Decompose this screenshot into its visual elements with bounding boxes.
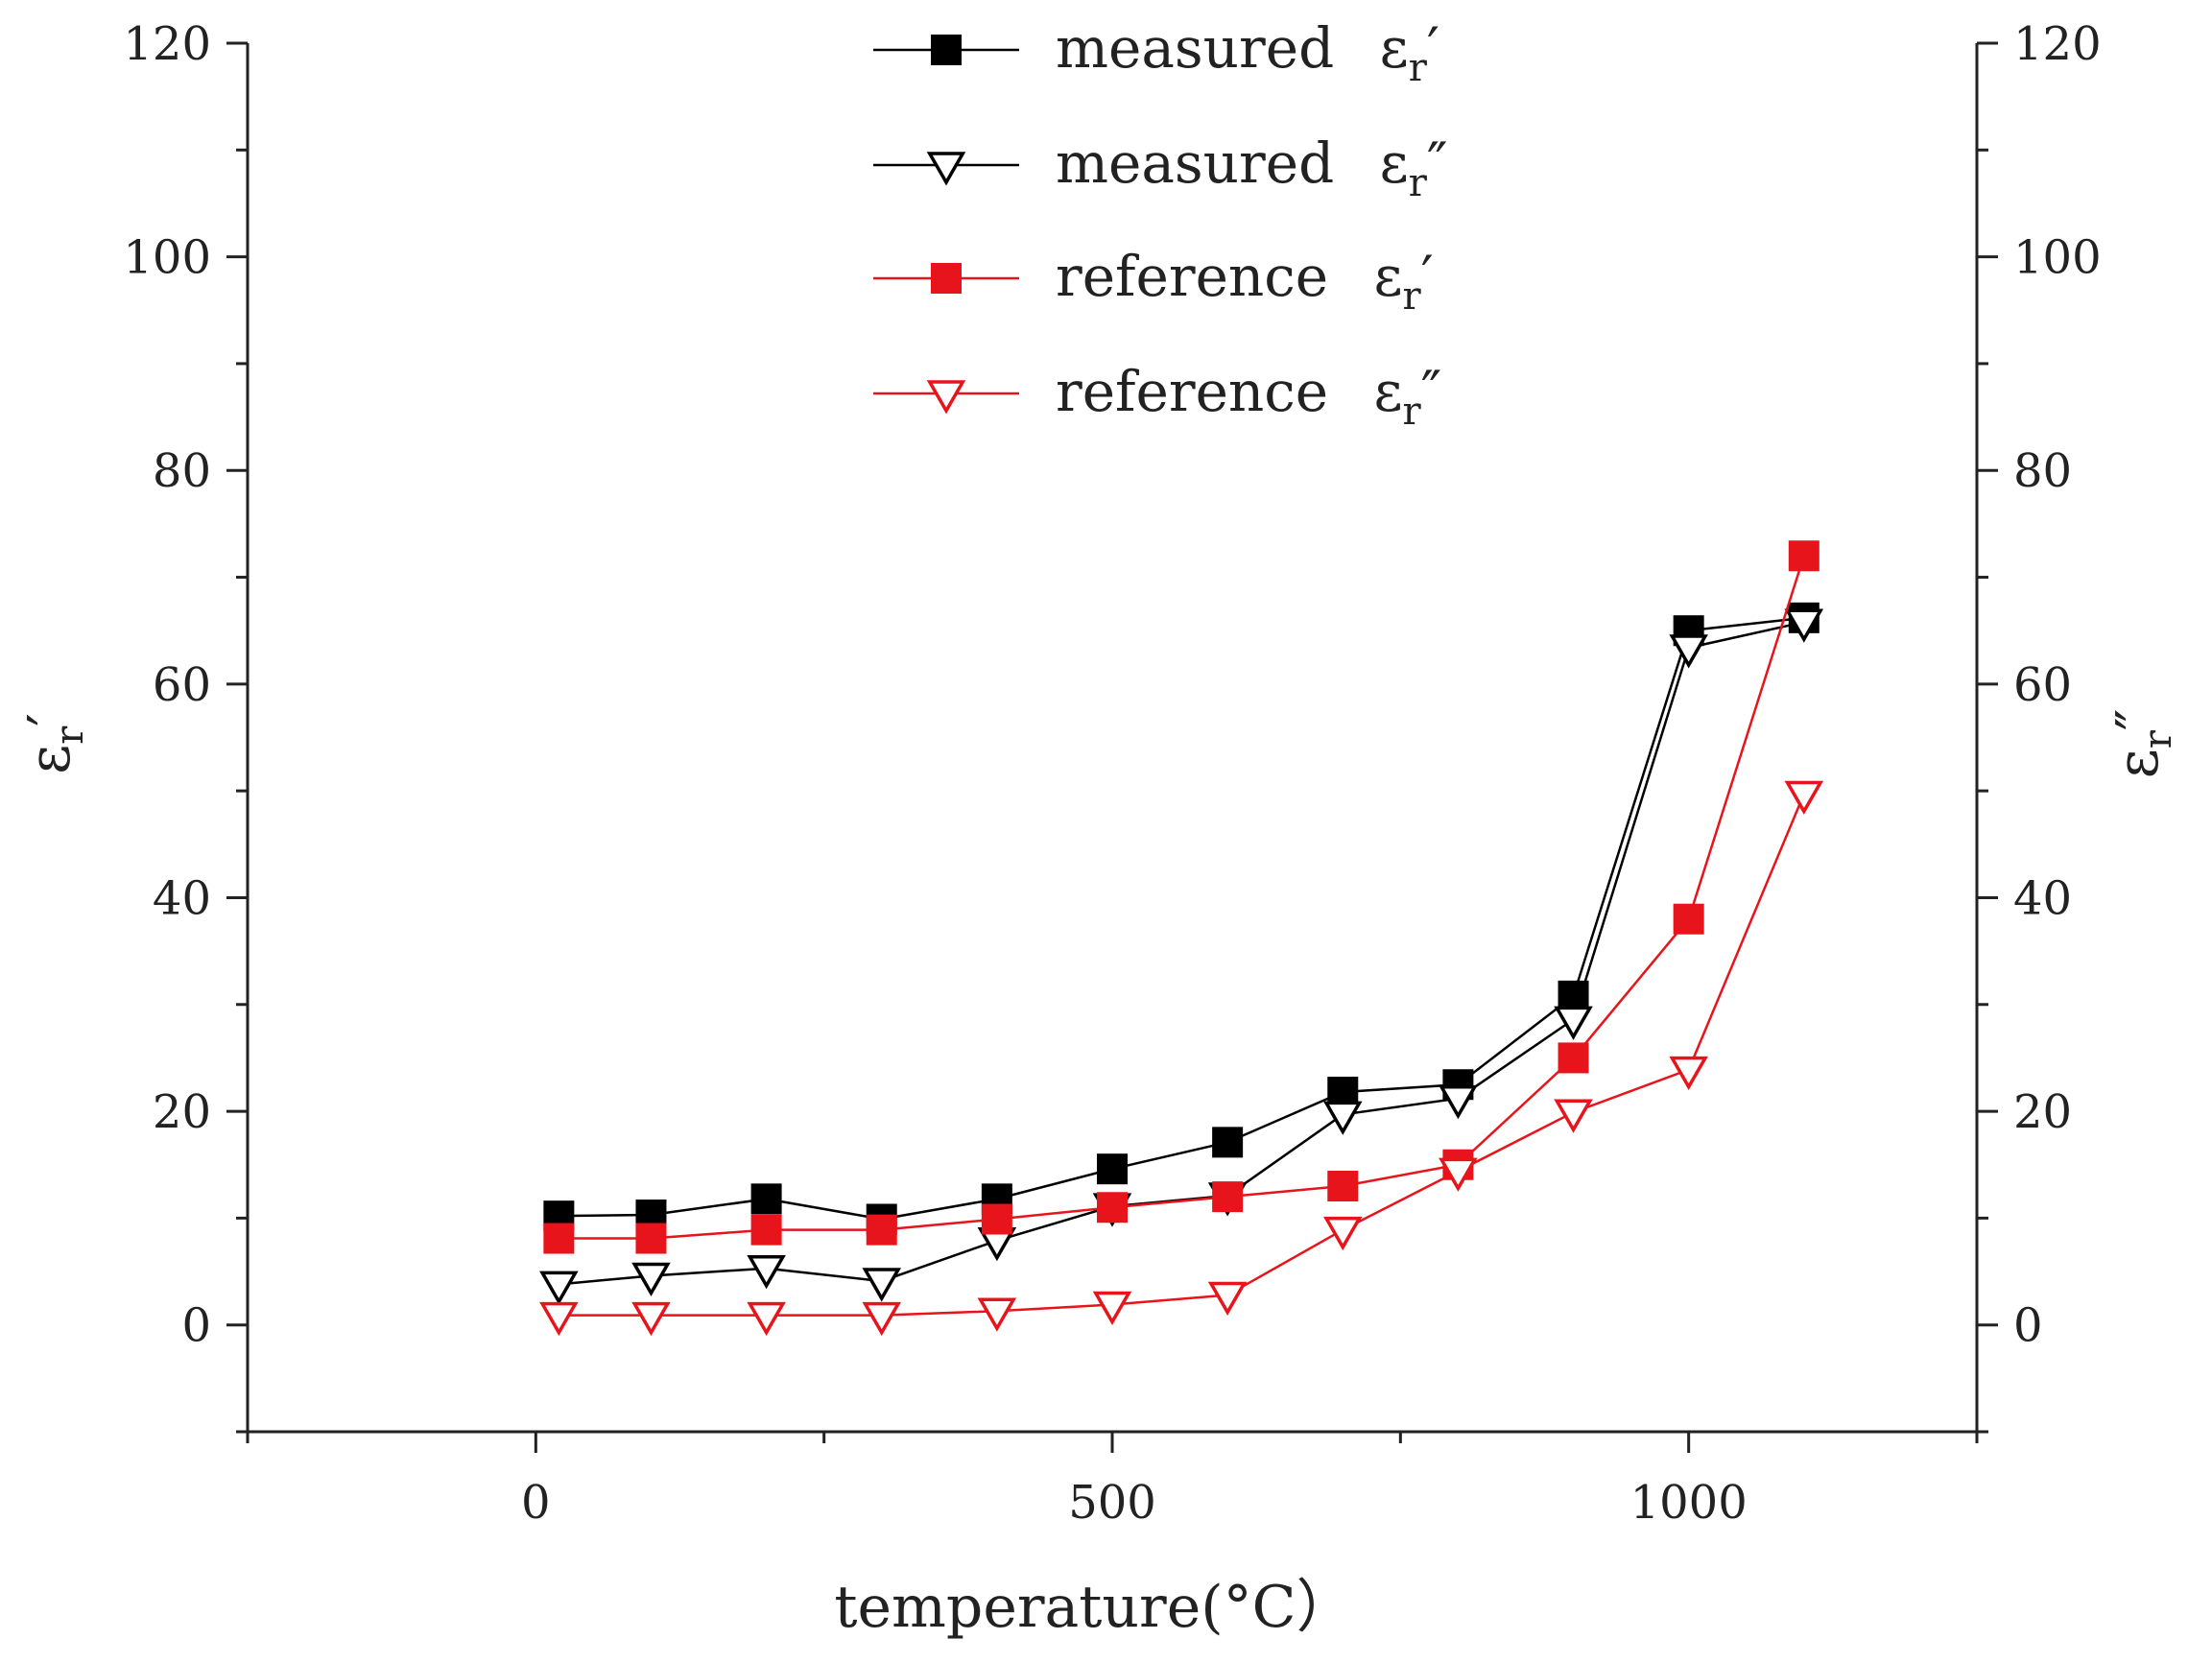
data-point — [1097, 1153, 1128, 1185]
data-point — [1212, 1127, 1244, 1158]
series-reference-imag — [539, 780, 1824, 1337]
legend-marker — [926, 380, 966, 415]
y-tick-label-right: 40 — [2013, 871, 2072, 925]
x-axis-title: temperature(°C） — [834, 1574, 1353, 1641]
data-point — [1207, 1281, 1248, 1317]
data-point — [631, 1262, 671, 1297]
data-point — [543, 1223, 575, 1254]
data-point — [750, 1183, 782, 1215]
y-tick-label-left: 60 — [153, 658, 211, 712]
series-line — [559, 616, 1804, 1221]
data-point — [1212, 1181, 1244, 1213]
legend-marker — [931, 35, 962, 65]
data-point — [1784, 780, 1824, 816]
legend-label: measured εr′ — [1056, 15, 1439, 90]
legend-marker — [931, 263, 962, 294]
series-line — [559, 621, 1805, 1286]
y-tick-label-left: 0 — [181, 1299, 211, 1353]
series-line — [559, 794, 1805, 1317]
y-tick-label-right: 20 — [2013, 1085, 2072, 1139]
data-point — [1784, 608, 1824, 643]
series-layer — [539, 540, 1824, 1337]
data-point — [747, 1301, 786, 1337]
data-point — [1322, 1216, 1363, 1251]
data-point — [539, 1301, 579, 1337]
data-point — [1439, 1157, 1478, 1192]
data-point — [1554, 1006, 1593, 1040]
data-point — [1322, 1101, 1363, 1135]
x-tick-label: 1000 — [1630, 1476, 1748, 1530]
legend-item: reference εr″ — [873, 359, 1441, 434]
legend-item: measured εr′ — [873, 15, 1439, 90]
y-tick-label-right: 60 — [2013, 658, 2072, 712]
data-point — [977, 1297, 1017, 1332]
x-tick-label: 0 — [521, 1476, 551, 1530]
data-point — [981, 1203, 1012, 1235]
series-reference-real — [543, 540, 1820, 1254]
data-point — [1673, 903, 1704, 935]
legend-item: reference εr′ — [873, 244, 1434, 319]
series-line — [559, 555, 1805, 1240]
data-point — [1669, 1056, 1708, 1091]
y-tick-label-right: 100 — [2013, 231, 2102, 285]
x-tick-label: 500 — [1068, 1476, 1156, 1530]
data-point — [1092, 1291, 1132, 1326]
y-axis-title-left: εr′ — [16, 713, 92, 774]
y-tick-label-left: 100 — [123, 231, 211, 285]
legend-item: measured εr″ — [873, 131, 1447, 205]
data-point — [866, 1214, 897, 1246]
data-point — [631, 1301, 671, 1337]
y-tick-label-left: 80 — [153, 444, 211, 498]
legend-label: reference εr″ — [1056, 359, 1441, 434]
data-point — [747, 1254, 786, 1290]
legend-label: reference εr′ — [1056, 244, 1434, 319]
series-measured-imag — [539, 608, 1824, 1305]
data-point — [635, 1223, 667, 1254]
axes: 0 0 20 20 40 40 60 60 80 80 100 100 120 120 0 500 1000 — [123, 17, 2101, 1530]
y-tick-label-left: 20 — [153, 1085, 211, 1139]
y-tick-label-left: 120 — [123, 17, 211, 71]
data-point — [750, 1214, 782, 1246]
y-tick-label-left: 40 — [153, 871, 211, 925]
data-point — [1788, 540, 1820, 572]
data-point — [1439, 1084, 1478, 1120]
y-tick-label-right: 0 — [2013, 1299, 2043, 1353]
data-point — [1097, 1192, 1128, 1223]
y-tick-label-right: 120 — [2013, 17, 2102, 71]
data-point — [1669, 634, 1708, 669]
legend: measured εr′ measured εr″ reference εr′ ref… — [873, 15, 1447, 434]
data-point — [1554, 1099, 1593, 1133]
legend-label: measured εr″ — [1056, 131, 1447, 205]
data-point — [1327, 1170, 1359, 1201]
y-axis-title-right: εr″ — [2105, 709, 2180, 779]
legend-marker — [926, 152, 966, 186]
data-point — [862, 1301, 902, 1337]
data-point — [1558, 1042, 1589, 1074]
series-measured-real — [543, 602, 1820, 1235]
data-point — [862, 1268, 902, 1302]
data-point — [539, 1271, 579, 1305]
y-tick-label-right: 80 — [2013, 444, 2072, 498]
